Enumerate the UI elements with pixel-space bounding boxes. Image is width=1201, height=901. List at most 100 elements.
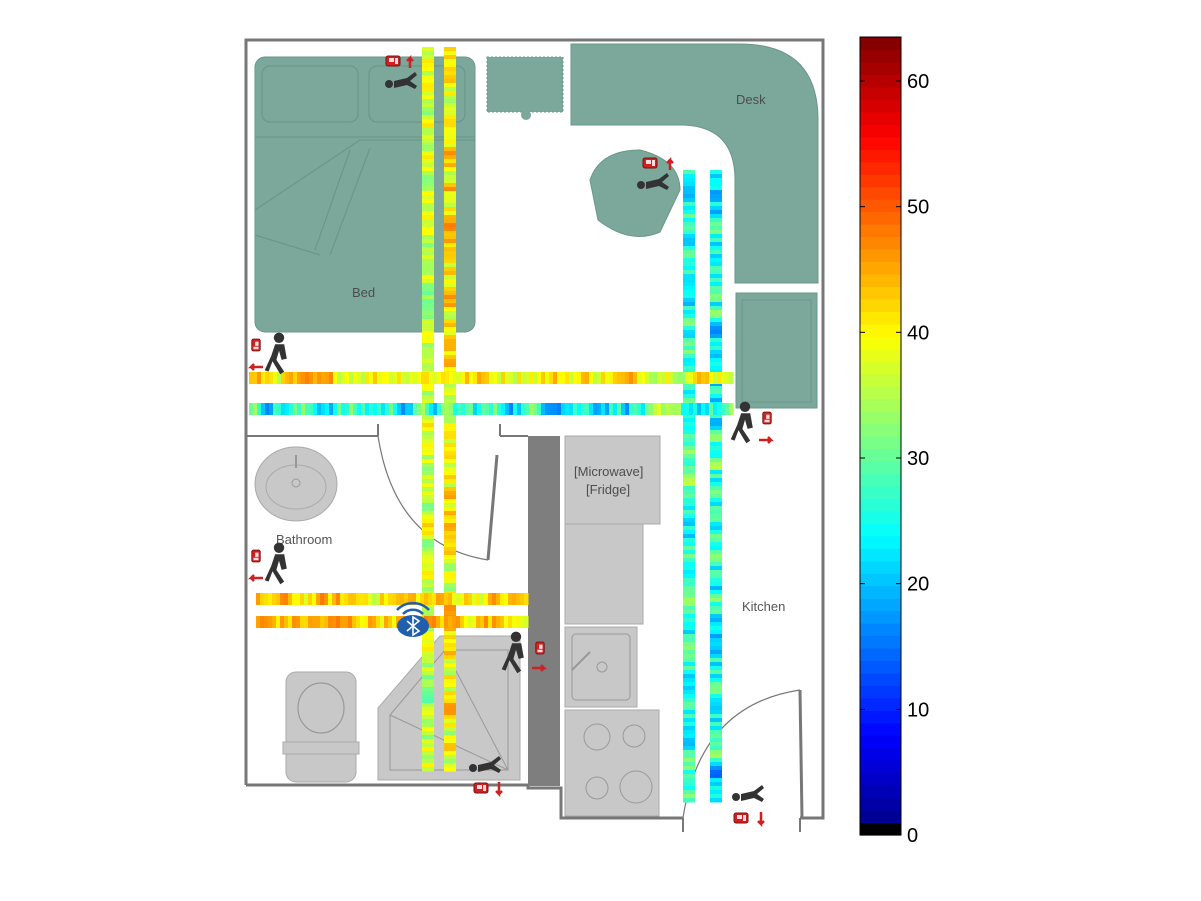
- track-cell: [422, 163, 434, 168]
- track-cell: [710, 734, 722, 739]
- phone-icon: [733, 812, 749, 824]
- track-cell: [683, 434, 695, 439]
- track-cell: [710, 202, 722, 207]
- track-cell: [422, 547, 434, 552]
- track-cell: [683, 518, 695, 523]
- track-cell: [444, 95, 456, 100]
- track-cell: [472, 593, 477, 605]
- track-horizontal-bath-lower: [256, 616, 529, 628]
- track-cell: [710, 358, 722, 363]
- track-cell: [292, 593, 297, 605]
- track-cell: [683, 622, 695, 627]
- fixtures: Bathroom [Microwave] [Fridge]: [254, 435, 785, 817]
- track-cell: [683, 178, 695, 183]
- track-cell: [422, 455, 434, 460]
- track-cell: [683, 430, 695, 435]
- colorbar-cell: [860, 49, 901, 63]
- track-cell: [422, 311, 434, 316]
- track-cell: [422, 131, 434, 136]
- track-cell: [277, 403, 282, 415]
- track-cell: [641, 372, 646, 384]
- track-cell: [422, 47, 434, 52]
- track-cell: [360, 593, 365, 605]
- track-cell: [637, 403, 642, 415]
- track-cell: [249, 403, 254, 415]
- track-cell: [557, 403, 562, 415]
- track-cell: [710, 610, 722, 615]
- track-cell: [683, 758, 695, 763]
- track-cell: [524, 616, 529, 628]
- colorbar-cell: [860, 323, 901, 337]
- track-cell: [505, 372, 510, 384]
- track-cell: [683, 382, 695, 387]
- track-cell: [422, 55, 434, 60]
- colorbar-cell: [860, 523, 901, 537]
- track-cell: [452, 616, 457, 628]
- bed-label: Bed: [352, 285, 375, 300]
- track-cell: [340, 593, 345, 605]
- track-cell: [428, 593, 433, 605]
- track-cell: [444, 431, 456, 436]
- track-cell: [477, 403, 482, 415]
- track-cell: [257, 403, 262, 415]
- colorbar-cell: [860, 37, 901, 51]
- track-cell: [412, 593, 417, 605]
- track-cell: [312, 593, 317, 605]
- track-cell: [444, 339, 456, 344]
- track-cell: [683, 338, 695, 343]
- track-cell: [683, 322, 695, 327]
- track-cell: [541, 372, 546, 384]
- track-cell: [710, 518, 722, 523]
- track-cell: [697, 403, 702, 415]
- track-cell: [444, 611, 456, 616]
- track-cell: [657, 372, 662, 384]
- track-cell: [444, 711, 456, 716]
- track-cell: [683, 254, 695, 259]
- track-cell: [422, 523, 434, 528]
- track-cell: [545, 372, 550, 384]
- track-cell: [408, 593, 413, 605]
- track-cell: [669, 372, 674, 384]
- track-cell: [328, 616, 333, 628]
- side-cabinet: [735, 292, 818, 409]
- track-cell: [683, 194, 695, 199]
- track-cell: [683, 714, 695, 719]
- track-cell: [422, 159, 434, 164]
- track-cell: [444, 683, 456, 688]
- track-cell: [325, 403, 330, 415]
- track-cell: [683, 670, 695, 675]
- track-cell: [589, 403, 594, 415]
- track-cell: [710, 250, 722, 255]
- track-cell: [260, 593, 265, 605]
- track-cell: [461, 372, 466, 384]
- track-cell: [368, 616, 373, 628]
- track-cell: [710, 322, 722, 327]
- track-cell: [422, 215, 434, 220]
- track-cell: [629, 403, 634, 415]
- track-cell: [444, 303, 456, 308]
- track-cell: [316, 593, 321, 605]
- track-cell: [710, 710, 722, 715]
- track-cell: [710, 762, 722, 767]
- track-cell: [561, 372, 566, 384]
- track-cell: [710, 226, 722, 231]
- track-cell: [573, 403, 578, 415]
- track-cell: [683, 590, 695, 595]
- track-cell: [710, 238, 722, 243]
- track-cell: [337, 372, 342, 384]
- track-cell: [309, 372, 314, 384]
- track-cell: [683, 706, 695, 711]
- track-cell: [710, 474, 722, 479]
- colorbar-cell: [860, 635, 901, 649]
- track-cell: [683, 426, 695, 431]
- track-cell: [317, 403, 322, 415]
- track-cell: [444, 715, 456, 720]
- track-cell: [377, 403, 382, 415]
- track-cell: [444, 675, 456, 680]
- track-cell: [422, 323, 434, 328]
- track-cell: [683, 450, 695, 455]
- colorbar-cell: [860, 136, 901, 150]
- track-cell: [710, 270, 722, 275]
- track-cell: [683, 710, 695, 715]
- track-cell: [710, 754, 722, 759]
